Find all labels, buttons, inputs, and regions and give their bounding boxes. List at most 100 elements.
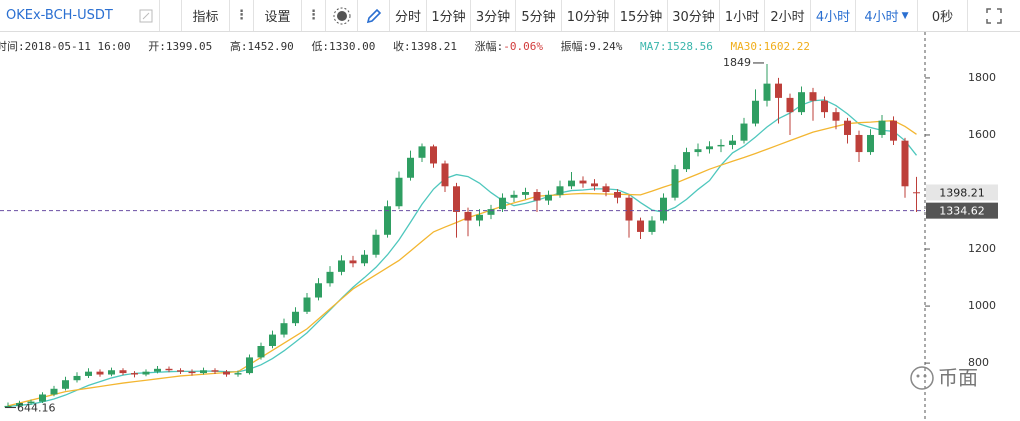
candle-body	[372, 234, 380, 255]
candle-body	[246, 357, 253, 374]
low-marker: 644.16	[17, 402, 56, 415]
y-tick-label: 1800	[968, 71, 996, 84]
candle-body	[441, 163, 449, 187]
settings-label[interactable]: 设置	[264, 10, 291, 25]
period-button[interactable]: 分时	[390, 0, 427, 31]
period-button[interactable]: 30分钟	[668, 0, 720, 31]
candle-body	[16, 403, 23, 406]
more-icon[interactable]: ⋮	[302, 0, 326, 31]
candle-body	[487, 209, 495, 215]
candle-body	[890, 120, 897, 141]
symbol[interactable]: OKEx-BCH-USDT	[6, 8, 113, 23]
period-button[interactable]: 4小时	[811, 0, 856, 31]
candle-body	[234, 373, 242, 375]
symbol-box[interactable]: OKEx-BCH-USDT	[0, 0, 160, 31]
candle-body	[706, 146, 713, 150]
candle-body	[407, 157, 414, 178]
more-icon[interactable]: ⋮	[230, 0, 254, 31]
toolbar: OKEx-BCH-USDT 指标 ⋮ 设置 ⋮ 分时 1分钟 3分钟 5分钟 10分钟 1…	[0, 0, 1020, 32]
candle-body	[671, 169, 679, 198]
indicators-button[interactable]: 指标	[182, 0, 230, 31]
indicators-label[interactable]: 指标	[192, 10, 219, 25]
candle-body	[625, 197, 633, 221]
candle-body	[602, 186, 610, 193]
candle-body	[96, 371, 104, 375]
countdown: 0秒	[918, 0, 968, 31]
candle-body	[533, 192, 541, 201]
candle-body	[292, 311, 299, 324]
candle-body	[878, 120, 886, 135]
candle-body	[211, 370, 219, 372]
period-dropdown[interactable]: 4小时 ▼	[856, 0, 918, 31]
watermark-text: 币面	[938, 366, 978, 390]
period-button[interactable]: 5分钟	[516, 0, 562, 31]
candle-body	[464, 211, 472, 221]
candle-body	[280, 323, 288, 335]
candle-body	[798, 92, 805, 113]
expand-icon[interactable]	[139, 9, 153, 23]
watermark-icon	[910, 366, 934, 390]
period-button[interactable]: 2小时	[765, 0, 811, 31]
watermark-icon	[916, 374, 920, 378]
candle-body	[809, 92, 817, 101]
fullscreen-icon[interactable]	[986, 7, 1002, 24]
period-button[interactable]: 10分钟	[562, 0, 615, 31]
candle-body	[338, 260, 345, 272]
pencil-icon[interactable]	[366, 8, 382, 24]
crosshair-label: 1334.62	[939, 205, 985, 218]
watermark-icon	[923, 374, 927, 378]
y-tick-label: 800	[968, 356, 989, 369]
candle-body	[62, 380, 69, 389]
period-button[interactable]: 1分钟	[427, 0, 471, 31]
y-tick-label: 1600	[968, 128, 996, 141]
candle-body	[901, 140, 909, 187]
candle-body	[200, 370, 207, 374]
period-button[interactable]: 1小时	[720, 0, 765, 31]
candle-body	[395, 177, 403, 207]
draw-button[interactable]	[358, 0, 390, 31]
candle-body	[303, 297, 311, 312]
info-change-label: 涨幅:	[474, 40, 504, 53]
y-tick-label: 1000	[968, 299, 996, 312]
candle-body	[453, 186, 460, 212]
candle-body	[384, 206, 391, 235]
watermark: 币面	[910, 366, 978, 390]
candle-body	[832, 112, 840, 121]
candle-body	[855, 134, 863, 153]
dropdown-label[interactable]: 4小时	[864, 10, 899, 25]
candle-body	[119, 370, 127, 374]
candle-body	[545, 194, 552, 201]
sun-icon[interactable]	[333, 7, 351, 25]
candle-body	[476, 214, 483, 221]
candle-body	[108, 370, 115, 375]
candle-body	[579, 180, 587, 184]
candle-body	[821, 100, 828, 113]
candle-body	[683, 152, 690, 170]
info-low: 低:1330.00	[311, 40, 376, 53]
settings-button[interactable]: 设置	[254, 0, 302, 31]
ma-line	[7, 99, 918, 408]
period-group: 分时 1分钟 3分钟 5分钟 10分钟 15分钟 30分钟 1小时 2小时 4小时	[390, 0, 856, 31]
candle-body	[349, 260, 357, 264]
candle-body	[430, 146, 437, 164]
candle-body	[361, 254, 368, 264]
candle-body	[85, 371, 92, 376]
period-button[interactable]: 3分钟	[471, 0, 516, 31]
info-time: 时间:2018-05-11 16:00	[0, 40, 131, 53]
candle-body	[568, 180, 575, 187]
period-button[interactable]: 15分钟	[615, 0, 668, 31]
candle-body	[913, 192, 920, 194]
candle-body	[556, 186, 564, 195]
candle-body	[591, 183, 598, 187]
theme-button[interactable]	[326, 0, 358, 31]
candle-body	[4, 405, 12, 408]
candle-body	[717, 144, 725, 147]
candle-body	[499, 197, 506, 210]
candle-body	[522, 192, 529, 195]
info-ma7: MA7:1528.56	[640, 40, 713, 53]
fullscreen-button[interactable]	[968, 0, 1020, 31]
candle-body	[775, 83, 782, 98]
candle-body	[165, 368, 173, 371]
candle-body	[73, 375, 81, 381]
